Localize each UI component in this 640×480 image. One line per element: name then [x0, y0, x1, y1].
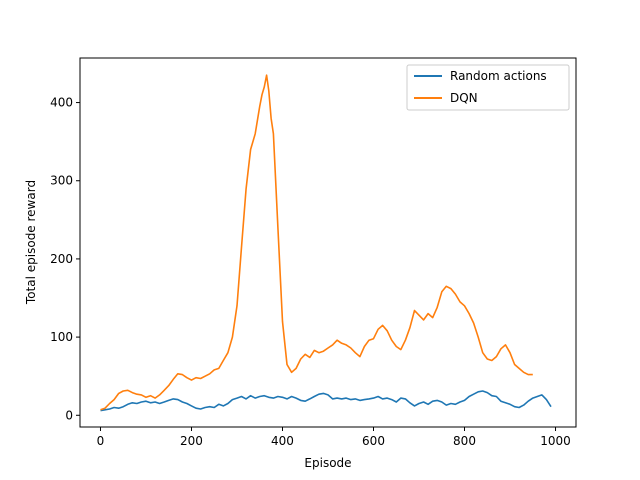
legend-label-dqn: DQN	[450, 91, 478, 105]
y-axis-label: Total episode reward	[24, 180, 38, 305]
x-tick-label: 200	[180, 434, 203, 448]
x-tick-label: 0	[97, 434, 105, 448]
y-tick-label: 300	[50, 174, 73, 188]
x-tick-label: 1000	[540, 434, 571, 448]
x-tick-label: 600	[362, 434, 385, 448]
y-tick-label: 100	[50, 330, 73, 344]
y-tick-label: 400	[50, 96, 73, 110]
series-line-random-actions	[100, 390, 552, 412]
legend-label-random-actions: Random actions	[450, 69, 547, 83]
y-tick-label: 0	[65, 408, 73, 422]
y-tick-label: 200	[50, 252, 73, 266]
x-tick-label: 800	[453, 434, 476, 448]
legend: Random actions DQN	[406, 64, 570, 111]
y-axis-ticks: 0 100 200 300 400	[50, 96, 80, 422]
x-axis-label: Episode	[304, 456, 351, 470]
x-axis-ticks: 0 200 400 600 800 1000	[97, 427, 571, 448]
plot-frame	[79, 57, 577, 428]
plot-lines	[100, 74, 552, 412]
x-tick-label: 400	[271, 434, 294, 448]
legend-box	[406, 64, 570, 111]
series-line-dqn	[100, 74, 533, 411]
